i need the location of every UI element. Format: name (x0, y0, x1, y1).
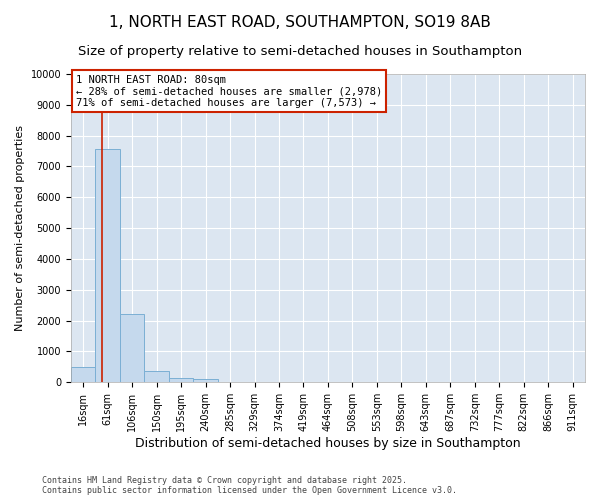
Text: Contains HM Land Registry data © Crown copyright and database right 2025.
Contai: Contains HM Land Registry data © Crown c… (42, 476, 457, 495)
Y-axis label: Number of semi-detached properties: Number of semi-detached properties (15, 125, 25, 331)
Text: 1, NORTH EAST ROAD, SOUTHAMPTON, SO19 8AB: 1, NORTH EAST ROAD, SOUTHAMPTON, SO19 8A… (109, 15, 491, 30)
Bar (71, 367, 95, 382)
Bar (193, 379, 218, 382)
Bar (95, 149, 120, 382)
Bar (169, 378, 193, 382)
X-axis label: Distribution of semi-detached houses by size in Southampton: Distribution of semi-detached houses by … (135, 437, 521, 450)
Bar (120, 314, 145, 382)
Bar (145, 370, 169, 382)
Text: Size of property relative to semi-detached houses in Southampton: Size of property relative to semi-detach… (78, 45, 522, 58)
Text: 1 NORTH EAST ROAD: 80sqm
← 28% of semi-detached houses are smaller (2,978)
71% o: 1 NORTH EAST ROAD: 80sqm ← 28% of semi-d… (76, 74, 382, 108)
